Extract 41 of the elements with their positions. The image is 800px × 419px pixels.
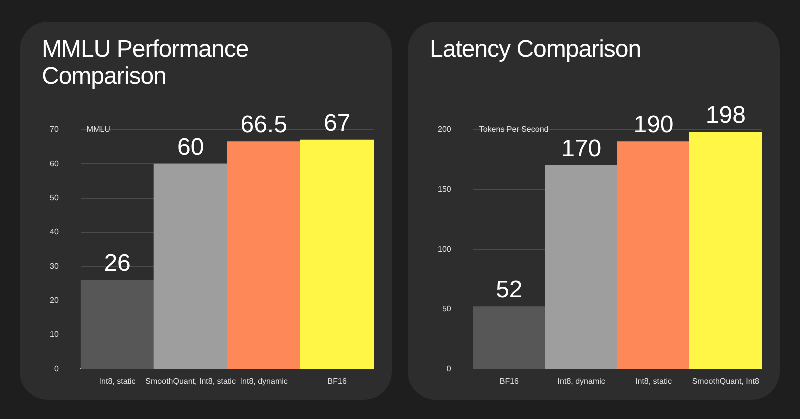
y-tick-label: 0 xyxy=(446,364,452,374)
data-label: 26 xyxy=(104,250,131,277)
y-tick-label: 30 xyxy=(50,262,60,271)
bar xyxy=(154,164,228,370)
data-label: 198 xyxy=(706,102,746,130)
x-tick-label: BF16 xyxy=(328,377,348,386)
bar xyxy=(545,166,618,370)
x-tick-label: Int8, static xyxy=(636,377,672,386)
y-tick-label: 200 xyxy=(438,125,452,134)
bar xyxy=(473,306,546,370)
data-label: 60 xyxy=(177,134,204,161)
y-tick-label: 0 xyxy=(54,364,60,374)
data-label: 67 xyxy=(324,110,351,137)
x-tick-label: Int8, dynamic xyxy=(240,377,288,386)
y-tick-label: 40 xyxy=(50,228,60,237)
chart-title: Latency Comparison xyxy=(430,36,642,63)
data-label: 170 xyxy=(562,136,602,163)
y-tick-label: 100 xyxy=(438,244,452,254)
data-label: 190 xyxy=(634,112,674,139)
y-tick-label: 50 xyxy=(442,304,452,314)
y-axis-title: MMLU xyxy=(86,125,111,134)
x-tick-label: Int8, static xyxy=(99,377,136,386)
y-tick-label: 50 xyxy=(50,194,60,203)
bar xyxy=(227,142,302,370)
bar xyxy=(300,140,374,370)
y-axis-title: Tokens Per Second xyxy=(479,125,549,134)
y-tick-label: 60 xyxy=(50,159,60,168)
data-label: 66.5 xyxy=(240,112,288,139)
bar xyxy=(690,132,762,370)
data-label: 52 xyxy=(496,276,523,304)
y-tick-label: 10 xyxy=(50,330,60,340)
y-tick-label: 70 xyxy=(50,125,60,134)
chart-title: MMLU Performance Comparison xyxy=(42,36,250,90)
bar xyxy=(617,142,690,370)
bar xyxy=(80,280,155,370)
x-tick-label: SmoothQuant, Int8 xyxy=(692,377,760,386)
x-tick-label: BF16 xyxy=(500,377,520,386)
y-tick-label: 150 xyxy=(438,185,452,194)
x-tick-label: SmoothQuant, Int8, static xyxy=(146,377,236,386)
y-tick-label: 20 xyxy=(50,296,60,306)
x-tick-label: Int8, dynamic xyxy=(558,377,606,386)
